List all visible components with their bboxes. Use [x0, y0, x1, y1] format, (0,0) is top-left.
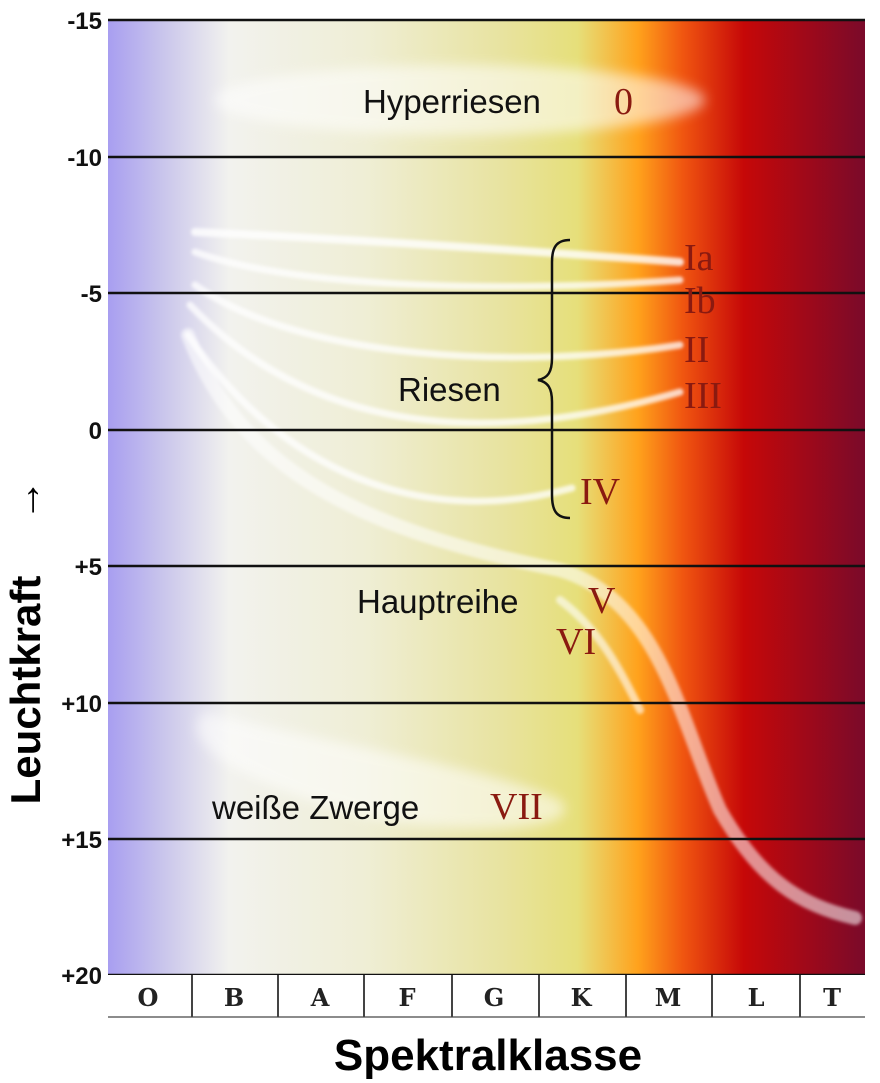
y-axis-title-text: Leuchtkraft	[2, 576, 49, 805]
class-ia: Ia	[684, 237, 714, 279]
label-white-dwarfs: weiße Zwerge	[211, 789, 419, 826]
class-ib: Ib	[684, 280, 716, 322]
class-vi: VI	[556, 621, 596, 663]
y-tick: -10	[67, 145, 102, 172]
x-tick: K	[571, 983, 593, 1012]
y-tick: +20	[61, 963, 102, 990]
x-tick: L	[748, 983, 765, 1012]
y-tick: -15	[67, 8, 102, 35]
class-iv: IV	[580, 471, 621, 513]
y-tick: 0	[89, 418, 102, 445]
label-giants: Riesen	[398, 371, 501, 408]
y-tick: +15	[61, 827, 102, 854]
label-hypergiants: Hyperriesen	[363, 83, 541, 120]
class-v: V	[588, 580, 616, 622]
x-tick: B	[224, 983, 244, 1012]
curve-iv	[184, 331, 576, 505]
class-0: 0	[614, 81, 633, 123]
spectrum-background	[108, 20, 865, 975]
curve-ib	[191, 248, 684, 291]
y-tick: -5	[81, 281, 102, 308]
giants-brace	[537, 238, 571, 520]
curve-iii	[186, 301, 684, 427]
label-main-sequence: Hauptreihe	[357, 583, 518, 620]
up-arrow-icon: →	[2, 479, 49, 521]
white-dwarf-region	[196, 712, 566, 829]
x-axis-title: Spektralklasse	[334, 1031, 642, 1080]
x-axis-strip: O B A F G K M L T	[108, 975, 865, 1018]
y-axis-title: Leuchtkraft →	[2, 479, 49, 804]
x-tick: F	[398, 983, 415, 1012]
luminosity-curves	[181, 228, 862, 925]
class-vii: VII	[490, 786, 543, 828]
class-iii: III	[684, 375, 722, 417]
curve-ia	[191, 228, 684, 266]
x-tick: M	[655, 983, 682, 1012]
y-tick: +5	[75, 554, 102, 581]
curve-vi	[556, 596, 644, 714]
curve-main-sequence	[181, 328, 862, 925]
x-tick: A	[310, 983, 330, 1012]
x-tick: G	[484, 983, 505, 1012]
x-tick: O	[138, 983, 159, 1012]
x-tick: T	[823, 983, 841, 1012]
y-tick-labels: -15 -10 -5 0 +5 +10 +15 +20	[61, 8, 102, 990]
curve-ii	[191, 281, 684, 361]
class-ii: II	[684, 329, 709, 371]
hypergiant-region	[215, 65, 705, 135]
y-tick: +10	[61, 691, 102, 718]
